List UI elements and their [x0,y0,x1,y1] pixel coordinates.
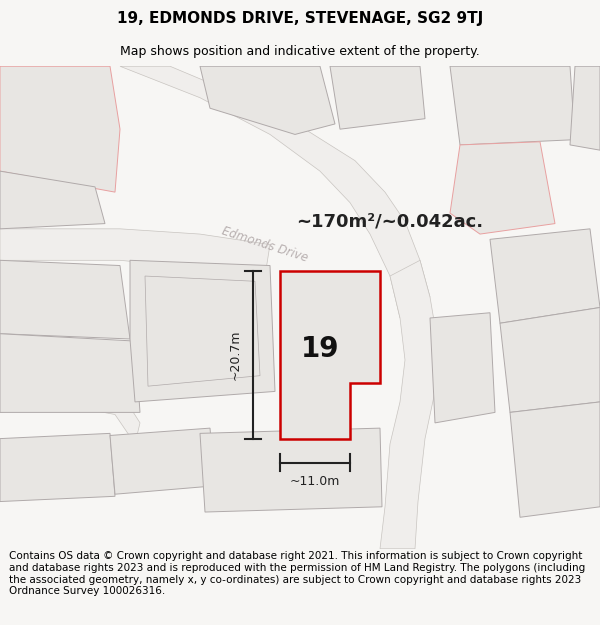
Polygon shape [280,271,380,439]
Polygon shape [510,402,600,518]
Text: 19, EDMONDS DRIVE, STEVENAGE, SG2 9TJ: 19, EDMONDS DRIVE, STEVENAGE, SG2 9TJ [117,11,483,26]
Polygon shape [570,66,600,150]
Polygon shape [110,428,215,494]
Text: ~11.0m: ~11.0m [290,475,340,488]
Polygon shape [450,66,575,145]
Polygon shape [120,66,430,318]
Polygon shape [490,229,600,323]
Polygon shape [0,433,115,501]
Text: Map shows position and indicative extent of the property.: Map shows position and indicative extent… [120,46,480,58]
Polygon shape [0,66,120,192]
Polygon shape [200,428,382,512]
Polygon shape [500,308,600,412]
Polygon shape [0,171,105,229]
Polygon shape [130,260,275,402]
Polygon shape [145,276,260,386]
Polygon shape [430,312,495,423]
Polygon shape [380,260,438,549]
Text: ~170m²/~0.042ac.: ~170m²/~0.042ac. [296,213,484,231]
Polygon shape [0,381,140,444]
Polygon shape [0,229,270,276]
Text: Edmonds Drive: Edmonds Drive [220,224,310,264]
Polygon shape [330,66,425,129]
Text: Contains OS data © Crown copyright and database right 2021. This information is : Contains OS data © Crown copyright and d… [9,551,585,596]
Polygon shape [0,334,140,412]
Text: 19: 19 [301,336,339,364]
Polygon shape [450,142,555,234]
Polygon shape [200,66,335,134]
Text: ~20.7m: ~20.7m [229,329,241,380]
Polygon shape [0,260,130,339]
